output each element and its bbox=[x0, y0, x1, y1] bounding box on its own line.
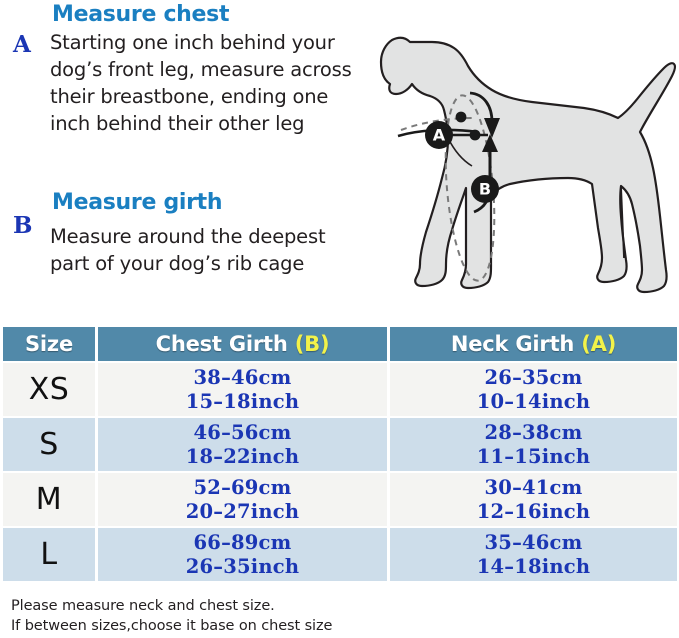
cell-size: M bbox=[3, 473, 95, 526]
cell-size: XS bbox=[3, 363, 95, 416]
cell-neck-inch: 12–16inch bbox=[476, 499, 591, 523]
measure-girth-heading: Measure girth bbox=[52, 190, 223, 215]
cell-neck-girth: 30–41cm 12–16inch bbox=[390, 473, 677, 526]
measure-chest-body: Starting one inch behind your dog’s fron… bbox=[50, 31, 352, 135]
header-neck-girth-text: Neck Girth bbox=[450, 332, 582, 356]
dog-silhouette-icon bbox=[379, 36, 677, 294]
chest-endpoint-dot-near bbox=[469, 129, 481, 141]
cell-neck-cm: 35–46cm bbox=[484, 530, 583, 554]
cell-neck-inch: 11–15inch bbox=[476, 444, 591, 468]
cell-chest-girth: 66–89cm 26–35inch bbox=[98, 528, 387, 581]
header-neck-girth: Neck Girth (A) bbox=[390, 327, 677, 361]
hind-leg-contour bbox=[620, 185, 625, 259]
header-chest-girth: Chest Girth (B) bbox=[98, 327, 387, 361]
girth-arrow-down-head bbox=[484, 118, 500, 138]
diagram-marker-b-label: B bbox=[479, 180, 491, 199]
table-body: XS 38–46cm 15–18inch 26–35cm 10–14inch S… bbox=[3, 363, 677, 581]
table-header-row: Size Chest Girth (B) Neck Girth (A) bbox=[3, 327, 677, 361]
table-row: S 46–56cm 18–22inch 28–38cm 11–15inch bbox=[3, 418, 677, 471]
cell-chest-inch: 20–27inch bbox=[185, 499, 300, 523]
cell-chest-cm: 46–56cm bbox=[193, 420, 292, 444]
cell-neck-inch: 14–18inch bbox=[476, 554, 591, 578]
header-chest-girth-mark: (B) bbox=[294, 332, 330, 356]
cell-chest-inch: 26–35inch bbox=[185, 554, 300, 578]
cell-chest-girth: 46–56cm 18–22inch bbox=[98, 418, 387, 471]
diagram-marker-a-label: A bbox=[433, 126, 446, 145]
cell-neck-girth: 35–46cm 14–18inch bbox=[390, 528, 677, 581]
dog-measurement-diagram: A B bbox=[378, 18, 679, 318]
cell-chest-inch: 18–22inch bbox=[185, 444, 300, 468]
cell-chest-inch: 15–18inch bbox=[185, 389, 300, 413]
chest-endpoint-dot-far bbox=[455, 111, 467, 123]
measure-chest-heading: Measure chest bbox=[52, 2, 230, 27]
marker-letter-a: A bbox=[13, 31, 31, 58]
cell-size: S bbox=[3, 418, 95, 471]
girth-arrow-up-head bbox=[482, 134, 498, 152]
cell-chest-girth: 52–69cm 20–27inch bbox=[98, 473, 387, 526]
cell-chest-cm: 52–69cm bbox=[193, 475, 292, 499]
footer-note-line-2: If between sizes,choose it base on chest… bbox=[11, 617, 333, 634]
cell-size: L bbox=[3, 528, 95, 581]
measure-girth-body: Measure around the deepest part of your … bbox=[50, 225, 326, 275]
diagram-marker-a: A bbox=[425, 121, 453, 149]
cell-neck-cm: 28–38cm bbox=[484, 420, 583, 444]
cell-neck-girth: 26–35cm 10–14inch bbox=[390, 363, 677, 416]
cell-neck-inch: 10–14inch bbox=[476, 389, 591, 413]
header-chest-girth-text: Chest Girth bbox=[155, 332, 295, 356]
footer-note-line-1: Please measure neck and chest size. bbox=[11, 598, 275, 614]
cell-chest-cm: 66–89cm bbox=[193, 530, 292, 554]
cell-chest-cm: 38–46cm bbox=[193, 365, 292, 389]
table-row: L 66–89cm 26–35inch 35–46cm 14–18inch bbox=[3, 528, 677, 581]
cell-neck-cm: 30–41cm bbox=[484, 475, 583, 499]
marker-letter-b: B bbox=[13, 212, 33, 239]
header-neck-girth-mark: (A) bbox=[581, 332, 617, 356]
header-size: Size bbox=[3, 327, 95, 361]
cell-neck-cm: 26–35cm bbox=[484, 365, 583, 389]
size-chart-table: Size Chest Girth (B) Neck Girth (A) XS 3… bbox=[0, 325, 679, 583]
cell-neck-girth: 28–38cm 11–15inch bbox=[390, 418, 677, 471]
table-row: M 52–69cm 20–27inch 30–41cm 12–16inch bbox=[3, 473, 677, 526]
instructions-panel: Measure chest A Starting one inch behind… bbox=[0, 0, 380, 318]
table-header: Size Chest Girth (B) Neck Girth (A) bbox=[3, 327, 677, 361]
cell-chest-girth: 38–46cm 15–18inch bbox=[98, 363, 387, 416]
table-row: XS 38–46cm 15–18inch 26–35cm 10–14inch bbox=[3, 363, 677, 416]
diagram-marker-b: B bbox=[471, 175, 499, 203]
footer-note: Please measure neck and chest size. If b… bbox=[11, 597, 332, 636]
